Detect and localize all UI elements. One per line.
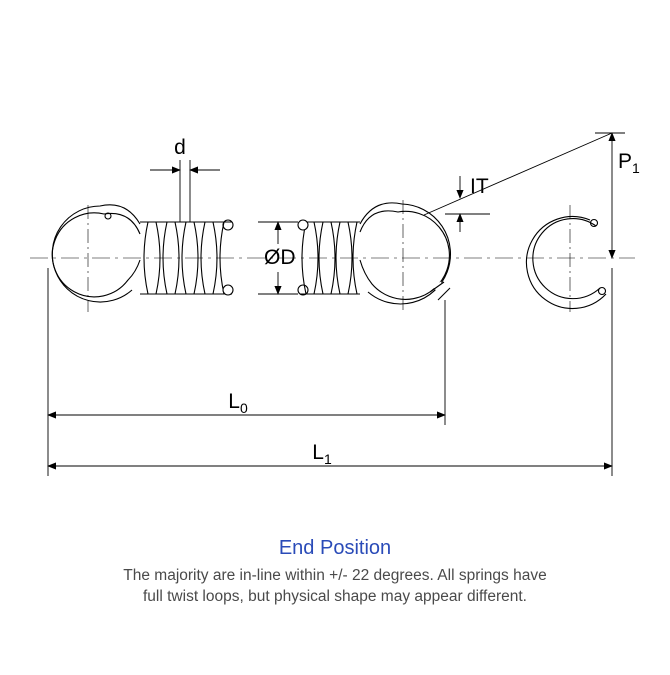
label-p1: P1 — [618, 150, 640, 176]
label-it: IT — [470, 175, 489, 198]
caption-description: The majority are in-line within +/- 22 d… — [0, 566, 670, 608]
label-d: d — [174, 136, 186, 159]
caption-block: End Position The majority are in-line wi… — [0, 537, 670, 608]
label-l1: L1 — [312, 441, 332, 467]
label-od: ØD — [264, 246, 296, 269]
caption-title: End Position — [0, 537, 670, 560]
label-l0: L0 — [228, 390, 248, 416]
